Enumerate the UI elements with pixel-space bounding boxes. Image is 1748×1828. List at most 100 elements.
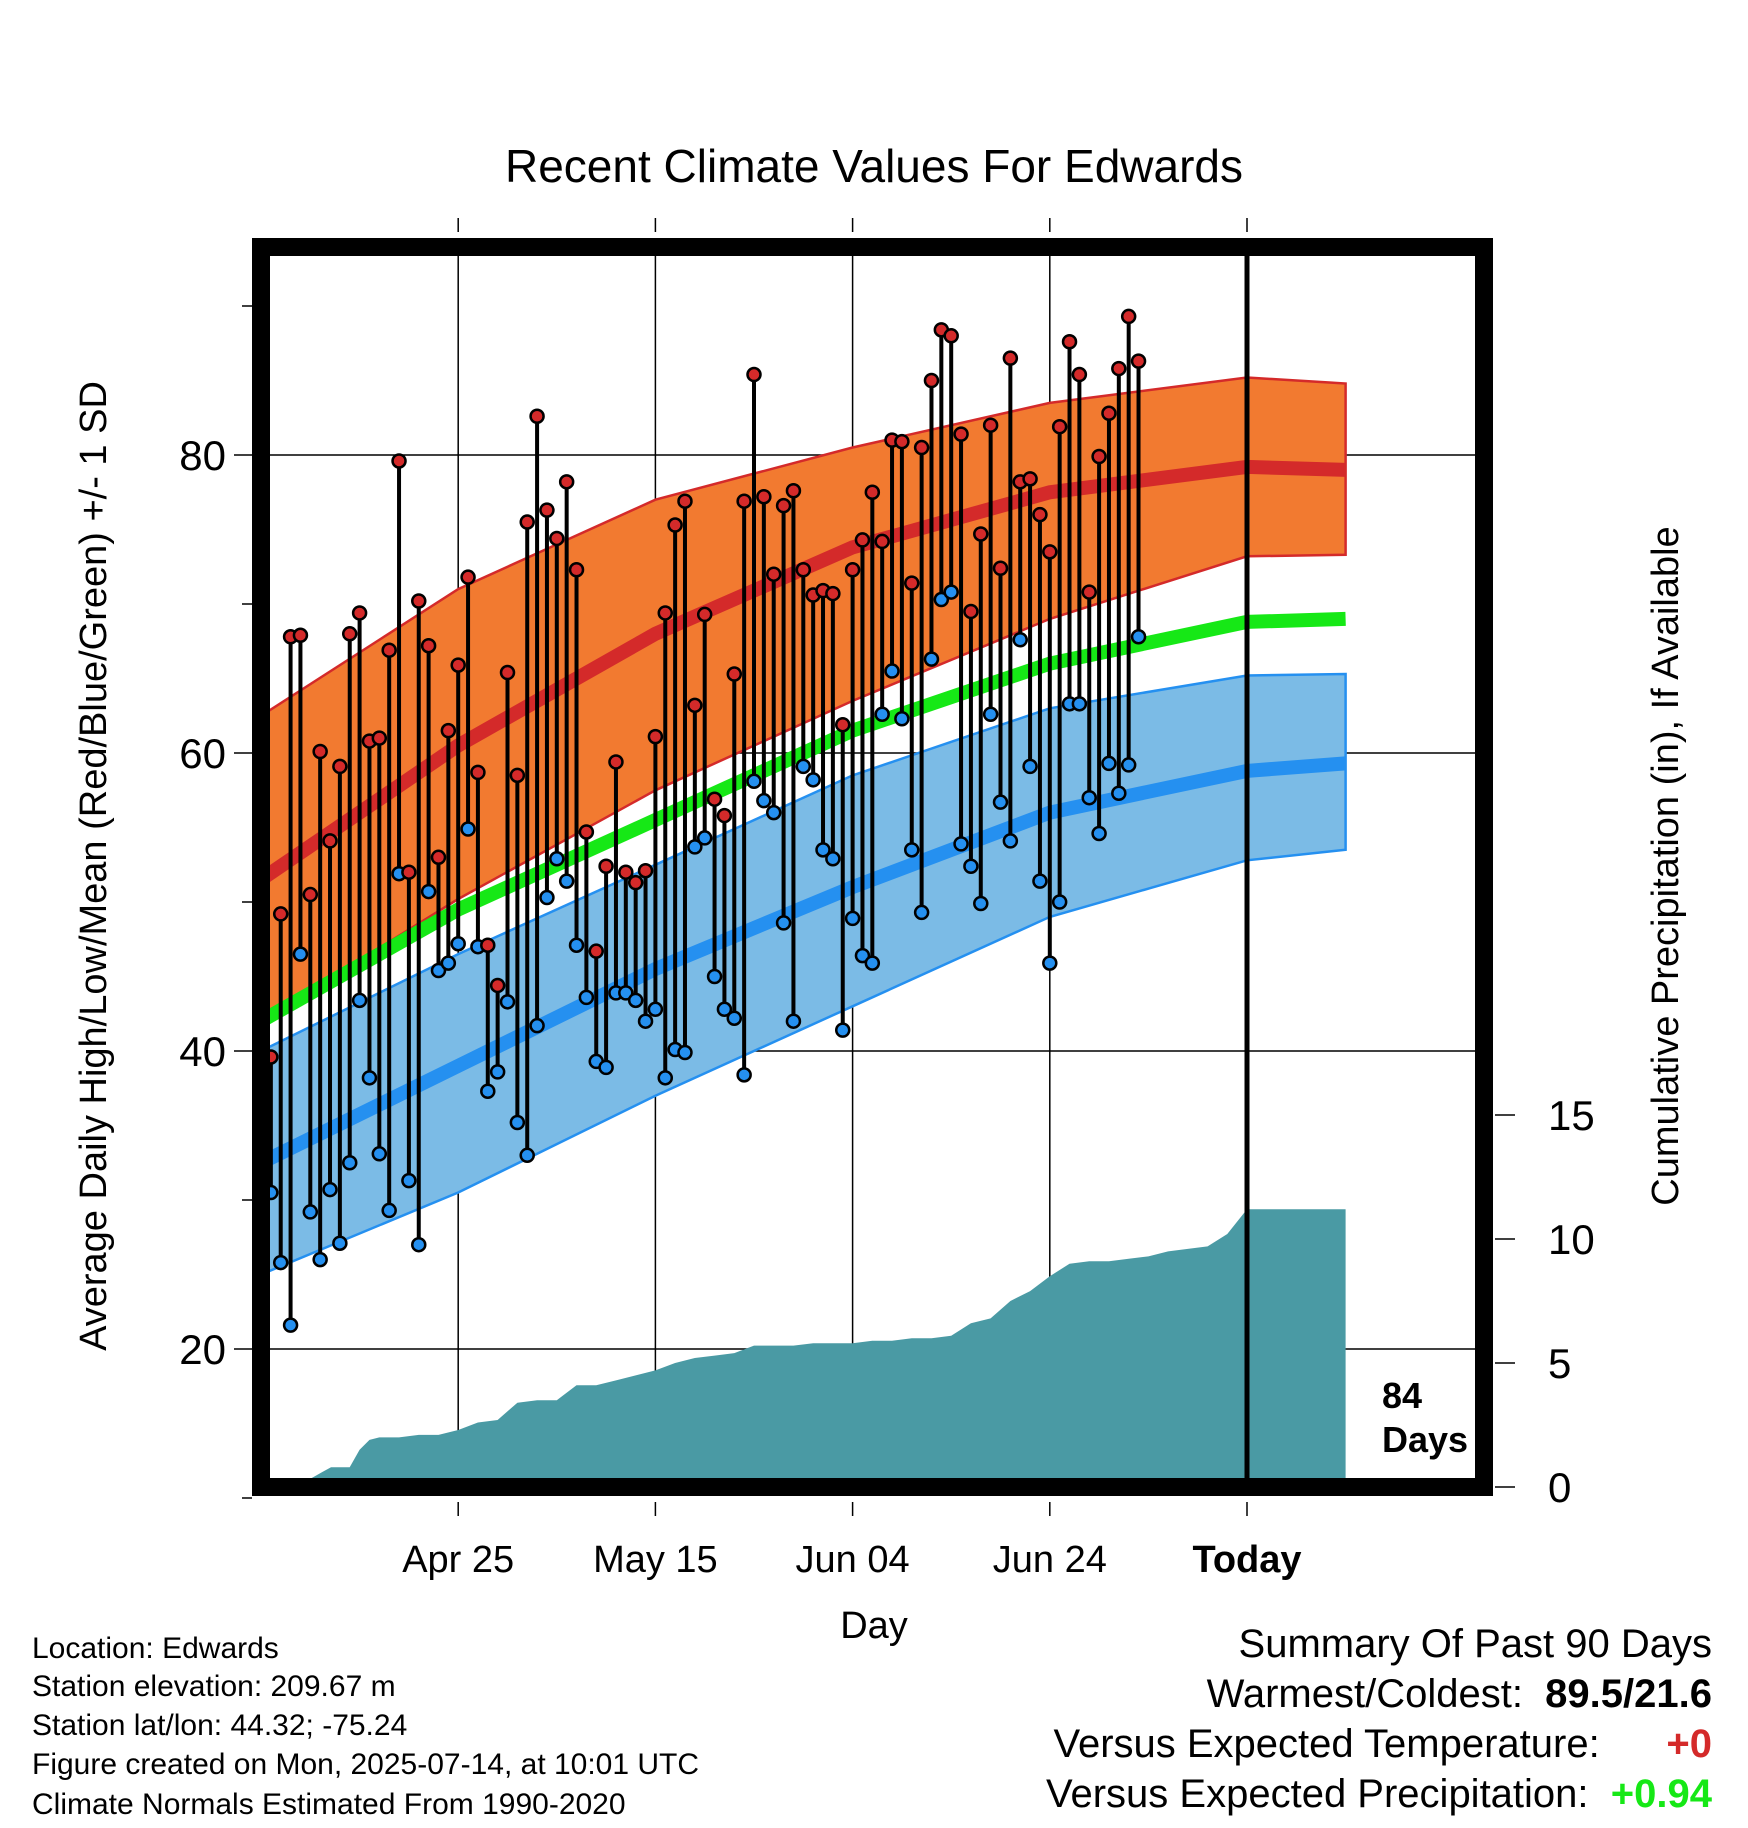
daily-low-point: [489, 1064, 506, 1080]
y-tick-label: 40: [179, 1028, 226, 1075]
daily-high-point: [923, 372, 940, 389]
daily-low-point: [420, 883, 437, 900]
daily-high-point: [558, 474, 575, 490]
daily-low-point: [1221, 0, 1234, 7]
daily-high-point: [470, 764, 486, 781]
daily-high-point: [637, 862, 654, 879]
daily-high-point: [627, 874, 644, 891]
daily-high-point: [568, 561, 585, 578]
daily-low-point: [322, 1181, 338, 1198]
daily-high-point: [420, 637, 437, 654]
daily-low-point: [578, 989, 595, 1006]
daily-low-point: [854, 947, 871, 964]
normal-bands: [261, 376, 1347, 1276]
temp-value: +0: [1666, 1722, 1712, 1766]
daily-low-point: [272, 1254, 289, 1271]
temp-label: Versus Expected Temperature:: [1053, 1722, 1600, 1766]
daily-low-point: [1022, 758, 1038, 775]
x-tick-label: Today: [1192, 1539, 1301, 1581]
daily-high-point: [825, 585, 841, 602]
daily-high-point: [381, 642, 397, 658]
daily-low-point: [963, 858, 979, 874]
daily-high-point: [1171, 0, 1184, 7]
daily-low-point: [864, 955, 881, 971]
daily-low-point: [716, 1001, 733, 1018]
daily-high-point: [588, 943, 604, 959]
daily-low-point: [1081, 789, 1097, 806]
daily-low-point: [332, 1235, 348, 1251]
daily-high-point: [411, 593, 427, 609]
daily-low-point: [1130, 629, 1147, 645]
daily-low-point: [736, 1067, 752, 1083]
daily-low-point: [825, 851, 841, 867]
daily-low-point: [1152, 0, 1165, 7]
daily-low-point: [361, 1070, 378, 1086]
daily-high-point: [332, 758, 348, 775]
daily-high-point: [1152, 0, 1165, 7]
daily-low-point: [1191, 0, 1204, 7]
x-tick-label: Jun 24: [993, 1539, 1107, 1581]
daily-low-point: [1181, 0, 1194, 7]
daily-high-point: [1051, 418, 1068, 435]
daily-high-point: [302, 886, 319, 903]
daily-high-point: [795, 561, 812, 578]
daily-low-point: [598, 1059, 614, 1076]
daily-high-point: [1181, 0, 1194, 7]
y-axis-label: Average Daily High/Low/Mean (Red/Blue/Gr…: [73, 381, 115, 1351]
daily-high-point: [341, 626, 358, 642]
plot-frame: [252, 238, 1493, 1496]
daily-high-point: [963, 603, 979, 620]
daily-low-point: [618, 985, 634, 1001]
summary-warm-cold: Warmest/Coldest: 89.5/21.6: [1207, 1672, 1712, 1717]
daily-high-point: [499, 664, 516, 681]
daily-high-point: [440, 722, 457, 739]
daily-low-point: [1211, 0, 1224, 7]
daily-high-point: [1071, 366, 1088, 383]
daily-low-point: [805, 772, 821, 788]
daily-high-point: [519, 514, 535, 530]
daily-low-point: [1091, 825, 1107, 842]
daily-high-point: [549, 530, 565, 547]
daily-low-point: [509, 1114, 526, 1131]
daily-low-point: [795, 758, 812, 775]
daily-low-point: [1051, 894, 1068, 910]
daily-high-point: [1142, 0, 1155, 7]
daily-low-point: [519, 1147, 535, 1164]
daily-low-point: [302, 1204, 319, 1220]
daily-high-point: [598, 858, 614, 874]
daily-high-point: [982, 417, 999, 433]
daily-high-point: [894, 433, 910, 450]
daily-markers: [261, 0, 1234, 1333]
daily-low-point: [706, 968, 723, 985]
daily-high-point: [677, 493, 693, 509]
precipitation-area: [261, 1209, 1346, 1487]
daily-low-point: [480, 1083, 496, 1099]
summary-precip: Versus Expected Precipitation: +0.94: [1046, 1772, 1712, 1817]
daily-high-point: [756, 488, 772, 505]
daily-high-point: [529, 408, 545, 425]
daily-high-point: [765, 566, 782, 582]
daily-high-point: [509, 767, 526, 784]
daily-high-point: [696, 606, 713, 623]
meta-location: Location: Edwards: [32, 1632, 279, 1665]
daily-high-point: [460, 569, 476, 585]
daily-high-point: [450, 657, 466, 673]
daily-low-point: [430, 962, 447, 979]
daily-low-point: [341, 1155, 358, 1171]
daily-low-point: [312, 1251, 328, 1268]
daily-low-point: [292, 946, 309, 962]
daily-high-point: [391, 453, 407, 469]
daily-stems: [261, 316, 1141, 1326]
x-tick-label: May 15: [593, 1539, 718, 1581]
daily-low-point: [726, 1010, 743, 1026]
daily-high-point: [1191, 0, 1204, 7]
meta-created: Figure created on Mon, 2025-07-14, at 10…: [32, 1748, 700, 1781]
daily-low-point: [1042, 955, 1058, 971]
daily-low-point: [1032, 873, 1048, 889]
daily-low-point: [450, 935, 466, 952]
daily-high-point: [904, 575, 920, 591]
daily-low-point: [539, 889, 555, 906]
daily-high-point: [667, 517, 683, 533]
daily-high-point: [1061, 334, 1078, 350]
